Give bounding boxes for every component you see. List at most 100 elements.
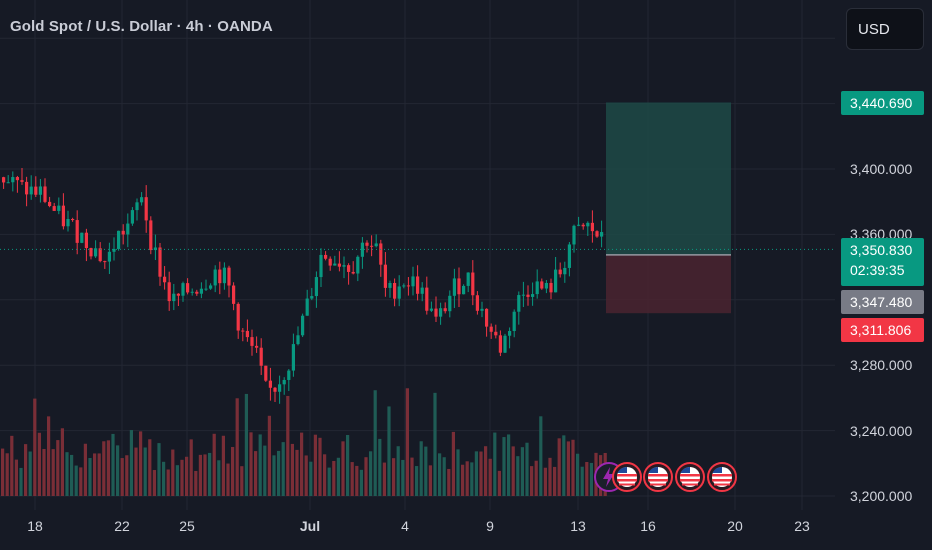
volume-bar: [162, 461, 166, 496]
candle-body: [535, 281, 539, 295]
volume-bar: [359, 469, 363, 496]
volume-bar: [240, 466, 244, 496]
volume-bar: [263, 445, 267, 496]
candle-body: [586, 222, 590, 227]
volume-bar: [14, 459, 18, 496]
volume-bar: [576, 453, 580, 496]
candle-body: [531, 294, 535, 297]
volume-bar: [116, 445, 120, 496]
volume-bar: [97, 453, 101, 496]
x-axis-tick-label: 9: [486, 518, 494, 534]
y-axis-tick-label: 3,280.000: [850, 357, 913, 374]
candle-body: [121, 230, 125, 235]
candle-body: [181, 283, 185, 296]
volume-bar: [364, 457, 368, 496]
candle-body: [512, 311, 516, 332]
candle-body: [360, 242, 364, 257]
candle-body: [388, 282, 392, 288]
candle-body: [365, 242, 369, 246]
x-axis-tick-label: 20: [727, 518, 743, 534]
volume-bar: [539, 416, 543, 496]
volume-bar: [493, 432, 497, 496]
candle-body: [494, 331, 498, 336]
volume-bar: [336, 457, 340, 496]
volume-bar: [249, 432, 253, 496]
candle-body: [393, 282, 397, 299]
candle-body: [163, 276, 167, 283]
volume-bar: [83, 443, 87, 496]
us-flag-icon[interactable]: [707, 462, 737, 492]
volume-bar: [33, 398, 37, 496]
candle-body: [411, 276, 415, 287]
volume-bar: [106, 440, 110, 496]
candle-body: [397, 286, 401, 299]
volume-bar: [580, 466, 584, 496]
us-flag-icon[interactable]: [643, 462, 673, 492]
candle-body: [443, 308, 447, 312]
volume-bar: [438, 453, 442, 496]
candle-body: [462, 285, 466, 295]
volume-bar: [295, 449, 299, 496]
volume-bar: [171, 449, 175, 496]
candle-body: [273, 387, 277, 392]
candle-body: [526, 294, 530, 297]
candle-body: [149, 220, 153, 251]
volume-bar: [415, 466, 419, 496]
last-price-tag: 3,350.830 02:39:35: [841, 238, 924, 286]
volume-bar: [139, 431, 143, 496]
candle-body: [112, 248, 116, 252]
volume-bar: [553, 466, 557, 496]
volume-bar: [180, 459, 184, 496]
volume-bar: [405, 388, 409, 496]
candle-body: [581, 224, 585, 227]
candle-body: [572, 225, 576, 245]
volume-bar: [102, 441, 106, 496]
candle-body: [250, 337, 254, 346]
candle-body: [107, 251, 111, 262]
volume-bar: [56, 440, 60, 496]
candle-body: [15, 177, 19, 181]
candle-body: [379, 243, 383, 265]
candle-body: [305, 298, 309, 316]
volume-bar: [525, 442, 529, 496]
candle-body: [186, 283, 190, 293]
volume-bar: [401, 459, 405, 496]
candle-body: [98, 248, 102, 262]
volume-bar: [465, 461, 469, 496]
candle-body: [558, 269, 562, 275]
volume-bar: [194, 470, 198, 496]
candle-body: [314, 277, 318, 297]
us-flag-icon[interactable]: [675, 462, 705, 492]
candle-body: [508, 331, 512, 336]
volume-bar: [5, 453, 9, 496]
volume-bar: [378, 438, 382, 496]
candle-body: [324, 254, 328, 259]
currency-button[interactable]: USD: [846, 8, 924, 50]
entry-price-tag: 3,347.480: [841, 290, 924, 314]
volume-bar: [369, 451, 373, 496]
volume-bar: [566, 441, 570, 496]
volume-bar: [428, 465, 432, 496]
volume-bar: [189, 439, 193, 496]
stop-zone: [606, 254, 731, 314]
candle-body: [34, 186, 38, 195]
volume-bar: [346, 434, 350, 496]
volume-bar: [309, 461, 313, 496]
x-axis-tick-label: 4: [401, 518, 409, 534]
volume-bar: [152, 470, 156, 496]
volume-bar: [543, 467, 547, 496]
candle-body: [448, 295, 452, 312]
volume-bar: [88, 458, 92, 496]
volume-bar: [300, 432, 304, 496]
volume-bar: [511, 446, 515, 496]
volume-bar: [51, 449, 55, 496]
volume-bar: [451, 431, 455, 496]
candle-body: [420, 287, 424, 294]
candle-body: [199, 288, 203, 294]
us-flag-icon[interactable]: [612, 462, 642, 492]
volume-bar: [557, 438, 561, 496]
volume-bar: [585, 462, 589, 496]
candle-body: [268, 380, 272, 388]
candle-body: [204, 288, 208, 290]
